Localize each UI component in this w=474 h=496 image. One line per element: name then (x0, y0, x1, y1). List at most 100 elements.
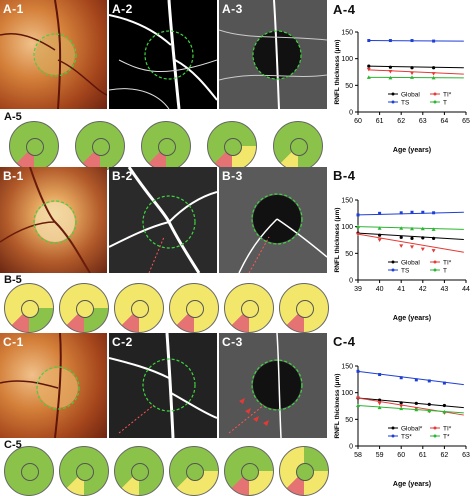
point-global (399, 235, 403, 239)
legend-marker-global (391, 260, 395, 264)
fit-line-t (357, 226, 464, 230)
sector-disc (58, 446, 109, 496)
y-tick-label: 0 (349, 110, 353, 117)
y-axis-label: RNFL thickness (μm) (334, 208, 341, 273)
point-t (399, 226, 404, 230)
legend-label-ti: TI* (443, 259, 452, 266)
fundus-a1-overlay (0, 0, 107, 109)
label-c3: C-3 (222, 335, 243, 349)
point-t (377, 405, 382, 410)
point-ti (431, 72, 436, 76)
label-a5: A-5 (4, 111, 22, 123)
point-ts (421, 210, 425, 214)
sector-disc-center (92, 138, 110, 156)
rnfl-chart-b4: 0 50 100 150 39 40 41 42 43 44 RNFL thickness (μm)… (330, 182, 474, 327)
point-t (442, 409, 447, 414)
legend-marker-global (391, 426, 395, 430)
fundus-photo-b1: B-1 (0, 167, 107, 273)
x-axis-label: Age (years) (393, 481, 431, 488)
point-ts (378, 211, 382, 215)
rnfl-chart-c4: 0 50 100 150 58 59 60 61 62 63 RNFL thickness (μm)… (330, 348, 474, 496)
label-a4: A-4 (333, 2, 356, 17)
legend-marker-t (433, 268, 437, 272)
angio-c3-vessels (219, 333, 327, 438)
point-global (432, 236, 436, 240)
y-tick-label: 0 (349, 444, 353, 451)
y-tick-label: 150 (341, 30, 353, 37)
legend-label-t: T* (443, 433, 450, 440)
legend-marker-t (433, 100, 437, 104)
point-t (356, 224, 360, 229)
point-ti (399, 404, 404, 408)
x-tick-label: 62 (441, 452, 449, 459)
x-tick-label: 64 (441, 118, 449, 125)
point-ts (367, 39, 371, 43)
fit-line-t (357, 404, 464, 414)
point-t (420, 226, 425, 231)
sector-disc (3, 446, 54, 496)
sector-disc-center (130, 300, 149, 318)
fit-line-ti (357, 233, 464, 253)
point-global (410, 66, 414, 70)
legend-marker-ti (433, 92, 437, 96)
fit-line-ti (368, 69, 464, 75)
x-tick-label: 43 (441, 286, 449, 293)
angio-a2: A-2 (109, 0, 217, 109)
sector-disc-center (75, 300, 94, 318)
point-ti (388, 69, 393, 74)
label-a2: A-2 (112, 2, 133, 16)
sector-disc-center (20, 463, 39, 481)
point-ts (356, 213, 360, 217)
x-axis-label: Age (years) (393, 315, 431, 322)
angio-a3: A-3 (219, 0, 327, 109)
sector-discs-a5 (0, 121, 330, 171)
x-tick-label: 63 (462, 452, 470, 459)
label-b3: B-3 (222, 169, 243, 183)
y-tick-label: 50 (345, 417, 353, 424)
sector-disc-center (185, 463, 204, 481)
point-global (432, 66, 436, 70)
label-c4: C-4 (333, 334, 356, 349)
label-c2: C-2 (112, 335, 133, 349)
point-t (366, 75, 371, 79)
sector-disc (223, 283, 274, 333)
angio-b2: B-2 (109, 167, 217, 273)
sector-disc (273, 121, 323, 171)
point-ti (410, 71, 414, 76)
legend-marker-t (433, 434, 437, 438)
sector-disc-center (158, 138, 176, 156)
point-t (410, 226, 414, 231)
y-axis-label: RNFL thickness (μm) (334, 374, 341, 439)
y-tick-label: 50 (345, 251, 353, 258)
label-b2: B-2 (112, 169, 133, 183)
legend-marker-ti (433, 260, 437, 264)
sector-disc (113, 283, 164, 333)
point-ts (378, 373, 382, 377)
point-ts (356, 369, 360, 373)
point-ts (432, 211, 436, 215)
point-ti (377, 238, 382, 242)
sector-disc (58, 283, 109, 333)
x-tick-label: 59 (376, 452, 384, 459)
sector-disc (278, 283, 329, 333)
sector-disc-center (130, 463, 149, 481)
y-tick-label: 100 (341, 390, 353, 397)
sector-disc (168, 446, 219, 496)
y-tick-label: 100 (341, 224, 353, 231)
x-tick-label: 65 (462, 118, 470, 125)
x-axis-label: Age (years) (393, 147, 431, 154)
angio-b3: B-3 (219, 167, 327, 273)
point-ts (388, 39, 392, 43)
point-ti (410, 245, 414, 249)
legend-label-ts: TS (401, 267, 410, 274)
legend-marker-ts (391, 268, 395, 272)
point-ti (399, 244, 404, 248)
legend-label-t: T (443, 267, 447, 274)
fundus-photo-c1: C-1 (0, 333, 107, 438)
legend-label-global: Global* (401, 425, 423, 432)
label-a1: A-1 (3, 2, 24, 16)
label-c1: C-1 (3, 335, 24, 349)
rnfl-chart-a4: 0 50 100 150 60 61 62 63 64 65 RNFL thickness (μm)… (330, 14, 474, 159)
sector-discs-c5 (0, 446, 330, 496)
point-ts (410, 39, 414, 43)
